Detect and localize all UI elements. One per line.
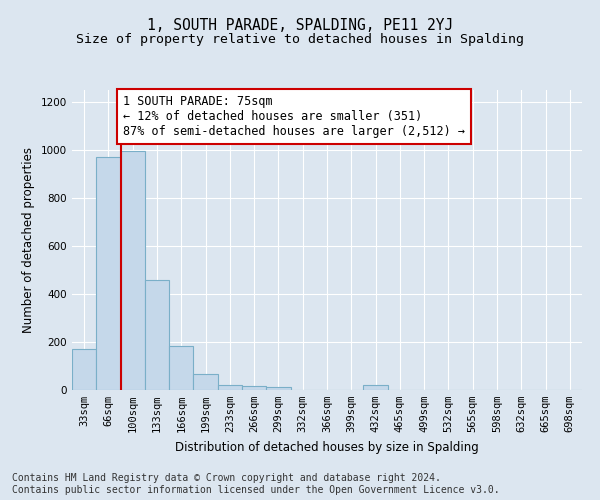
Bar bbox=[121, 151, 145, 390]
Bar bbox=[218, 384, 242, 390]
Text: 1 SOUTH PARADE: 75sqm
← 12% of detached houses are smaller (351)
87% of semi-det: 1 SOUTH PARADE: 75sqm ← 12% of detached … bbox=[123, 95, 465, 138]
Bar bbox=[96, 157, 121, 390]
Bar bbox=[242, 386, 266, 390]
Text: Size of property relative to detached houses in Spalding: Size of property relative to detached ho… bbox=[76, 32, 524, 46]
X-axis label: Distribution of detached houses by size in Spalding: Distribution of detached houses by size … bbox=[175, 440, 479, 454]
Bar bbox=[266, 387, 290, 390]
Bar bbox=[364, 384, 388, 390]
Bar bbox=[145, 280, 169, 390]
Bar bbox=[193, 374, 218, 390]
Text: 1, SOUTH PARADE, SPALDING, PE11 2YJ: 1, SOUTH PARADE, SPALDING, PE11 2YJ bbox=[147, 18, 453, 32]
Bar bbox=[169, 346, 193, 390]
Text: Contains HM Land Registry data © Crown copyright and database right 2024.
Contai: Contains HM Land Registry data © Crown c… bbox=[12, 474, 500, 495]
Y-axis label: Number of detached properties: Number of detached properties bbox=[22, 147, 35, 333]
Bar bbox=[72, 349, 96, 390]
